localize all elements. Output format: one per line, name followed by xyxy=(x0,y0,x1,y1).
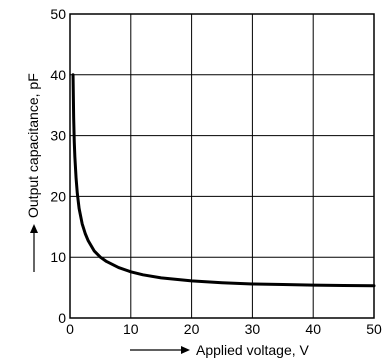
x-tick-label: 40 xyxy=(305,321,321,337)
capacitance-curve xyxy=(71,73,376,288)
x-tick-label: 0 xyxy=(66,321,74,337)
y-axis-title: Output capacitance, pF xyxy=(25,73,41,218)
x-axis-title: Applied voltage, V xyxy=(196,342,310,358)
y-axis-title-group: Output capacitance, pF xyxy=(25,73,41,272)
y-tick-label: 10 xyxy=(50,249,66,265)
y-tick-labels: 0 10 20 30 40 50 xyxy=(50,6,66,326)
y-tick-label: 50 xyxy=(50,6,66,22)
plot-frame xyxy=(69,13,375,319)
x-axis-arrow-icon xyxy=(181,346,190,354)
x-tick-label: 10 xyxy=(123,321,139,337)
y-tick-label: 40 xyxy=(50,67,66,83)
y-tick-label: 30 xyxy=(50,128,66,144)
x-tick-label: 20 xyxy=(184,321,200,337)
x-tick-label: 50 xyxy=(366,321,382,337)
x-tick-label: 30 xyxy=(245,321,261,337)
x-tick-labels: 0 10 20 30 40 50 xyxy=(66,321,382,337)
y-tick-label: 0 xyxy=(58,310,66,326)
y-tick-label: 20 xyxy=(50,188,66,204)
grid-lines xyxy=(69,13,375,319)
y-axis-arrow-icon xyxy=(30,224,38,233)
x-axis-title-group: Applied voltage, V xyxy=(130,342,310,358)
